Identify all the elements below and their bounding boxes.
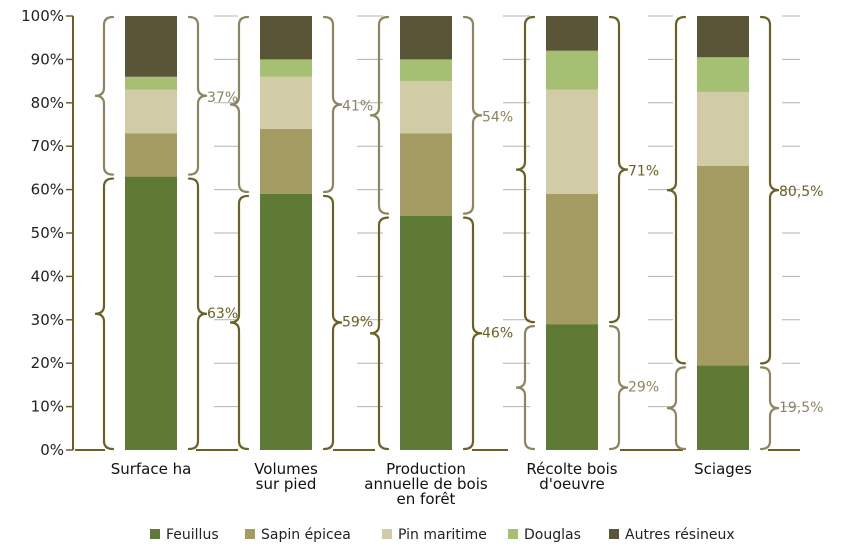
brace [666,15,687,365]
brace [187,177,208,451]
bar-segment [697,165,749,366]
brace [94,15,115,176]
brace [462,216,483,451]
x-category-label: Sciages [694,460,752,478]
bar-segment [697,365,749,450]
brace-label-lower: 29% [628,380,659,396]
legend-label: Pin maritime [398,527,487,543]
legend-label: Autres résineux [625,527,735,543]
bar-segment [260,76,312,129]
y-tick-label: 70% [31,137,64,155]
legend-label: Feuillus [166,527,219,543]
bar-segment [546,16,598,51]
bars [125,16,749,450]
bar-segment [697,57,749,92]
brace [759,15,780,365]
brace [229,194,250,451]
legend-swatch [245,529,255,539]
bar-segment [546,89,598,194]
brace [608,325,629,451]
bar-segment [400,133,452,216]
y-tick-label: 10% [31,398,64,416]
brace-label-lower: 63% [207,306,238,322]
bar-segment [125,176,177,450]
braces: 37% 63% 41% 59% 54% 46% 71% 29% 80,5% 19,5% [94,15,823,451]
brace-label-upper: 80,5% [779,184,823,200]
y-tick-label: 0% [40,441,64,459]
brace [322,194,343,451]
brace [229,15,250,194]
bar-segment [125,133,177,177]
brace-label-lower: 59% [342,314,373,330]
brace-label-upper: 54% [482,109,513,125]
brace [187,15,208,176]
bar-segment [260,16,312,60]
brace-label-upper: 37% [207,90,238,106]
brace [666,366,687,451]
y-tick-label: 90% [31,50,64,68]
legend-swatch [150,529,160,539]
brace [322,15,343,194]
x-category-label: Volumes sur pied [254,460,318,493]
bar-segment [125,16,177,77]
legend-label: Sapin épicea [261,527,351,543]
bar-segment [697,16,749,58]
brace [515,15,536,324]
bar-segment [260,59,312,77]
bar-segment [546,50,598,90]
bar-segment [546,193,598,325]
bar-segment [546,324,598,450]
brace [369,15,390,215]
brace [462,15,483,215]
brace-label-upper: 41% [342,98,373,114]
bar-segment [260,193,312,450]
brace [94,177,115,451]
bar-segment [260,128,312,194]
bar-segment [400,81,452,134]
brace [369,216,390,451]
legend-swatch [382,529,392,539]
bar-segment [697,91,749,166]
brace [608,15,629,324]
y-tick-label: 30% [31,311,64,329]
bar-segment [400,215,452,450]
brace-label-lower: 19,5% [779,400,823,416]
brace [759,366,780,451]
x-category-label: Production annuelle de bois en forêt [364,460,488,508]
bar-segment [400,59,452,82]
y-tick-label: 80% [31,94,64,112]
bar-segment [125,76,177,90]
brace [515,325,536,451]
x-category-label: Surface ha [111,460,192,478]
legend-swatch [609,529,619,539]
y-tick-label: 100% [21,7,64,25]
y-tick-label: 50% [31,224,64,242]
y-tick-label: 60% [31,181,64,199]
legend-swatch [508,529,518,539]
x-axis-category-labels: Surface ha Volumes sur pied Production annue… [111,460,752,508]
brace-label-lower: 46% [482,325,513,341]
legend-label: Douglas [524,527,581,543]
y-tick-label: 40% [31,267,64,285]
legend: Feuillus Sapin épicea Pin maritime Douglas A… [150,527,735,543]
y-axis: 0% 10% 20% 30% 40% 50% 60% 70% 80% 90% 100% [21,7,74,459]
brace-label-upper: 71% [628,164,659,180]
x-category-label: Récolte bois d'oeuvre [526,460,617,493]
bar-segment [400,16,452,60]
bar-segment [125,89,177,134]
y-tick-label: 20% [31,354,64,372]
